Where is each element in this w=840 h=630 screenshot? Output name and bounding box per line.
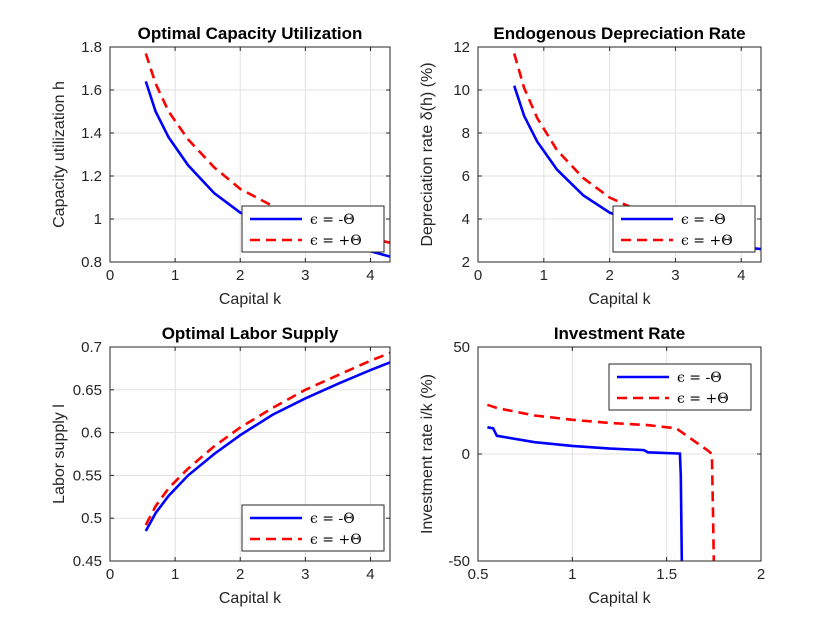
x-tick-label: 1.5 xyxy=(656,566,677,583)
x-axis-label: Capital k xyxy=(219,291,282,308)
y-tick-label: -50 xyxy=(448,553,470,570)
chart-title: Optimal Capacity Utilization xyxy=(138,24,363,43)
x-tick-label: 3 xyxy=(671,267,679,284)
axes-frame xyxy=(477,46,762,263)
legend-label: ϵ = +Θ xyxy=(310,233,362,249)
y-tick-label: 1.8 xyxy=(81,39,102,56)
legend-label: ϵ = +Θ xyxy=(310,532,362,548)
subplot-1: 0 1 2 3 4 0.8 1 1.2 1.4 1.6 1.8 Optimal Capacity Ut… xyxy=(51,24,391,308)
x-axis-label: Capital k xyxy=(219,590,282,607)
y-tick-label: 0.7 xyxy=(81,339,102,356)
y-tick-label: 2 xyxy=(462,254,470,271)
x-axis-label: Capital k xyxy=(588,590,651,607)
x-tick-label: 0 xyxy=(474,267,482,284)
subplot-4: 0.5 1 1.5 2 -50 0 50 Investment Rate Capital k In… xyxy=(419,324,765,607)
axes-frame xyxy=(109,346,391,562)
legend: ϵ = -Θ ϵ = +Θ xyxy=(241,504,385,552)
x-tick-label: 0 xyxy=(106,267,114,284)
x-tick-label: 3 xyxy=(301,267,309,284)
x-tick-label: 0.5 xyxy=(468,566,489,583)
y-axis-label: Depreciation rate δ(h) (%) xyxy=(419,62,436,246)
x-tick-label: 4 xyxy=(366,267,374,284)
series-line-2 xyxy=(144,351,390,526)
x-tick-label: 2 xyxy=(236,267,244,284)
y-tick-label: 0.55 xyxy=(73,467,102,484)
legend-label: ϵ = +Θ xyxy=(677,391,729,407)
x-axis-label: Capital k xyxy=(588,291,651,308)
legend-box xyxy=(241,504,385,552)
legend: ϵ = -Θ ϵ = +Θ xyxy=(608,363,752,411)
legend-label: ϵ = -Θ xyxy=(310,511,355,527)
series-line-1 xyxy=(144,361,390,532)
y-tick-label: 1 xyxy=(94,211,102,228)
y-tick-label: 50 xyxy=(453,339,470,356)
series-line-2 xyxy=(486,403,716,561)
x-tick-label: 2 xyxy=(757,566,765,583)
legend: ϵ = -Θ ϵ = +Θ xyxy=(241,205,385,253)
series-line-2 xyxy=(144,53,390,244)
y-tick-label: 0.8 xyxy=(81,254,102,271)
axes-frame xyxy=(109,46,391,263)
y-tick-label: 10 xyxy=(453,82,470,99)
legend: ϵ = -Θ ϵ = +Θ xyxy=(612,205,756,253)
x-tick-label: 2 xyxy=(236,566,244,583)
x-tick-label: 1 xyxy=(171,267,179,284)
x-tick-label: 1 xyxy=(540,267,548,284)
chart-title: Optimal Labor Supply xyxy=(162,324,339,343)
y-tick-label: 0.6 xyxy=(81,425,102,442)
y-tick-label: 4 xyxy=(462,211,470,228)
legend-box xyxy=(608,363,752,411)
x-tick-label: 2 xyxy=(605,267,613,284)
y-tick-label: 12 xyxy=(453,39,470,56)
legend-label: ϵ = -Θ xyxy=(677,370,722,386)
x-tick-label: 4 xyxy=(366,566,374,583)
chart-title: Endogenous Depreciation Rate xyxy=(493,24,745,43)
y-tick-label: 1.4 xyxy=(81,125,102,142)
legend-box xyxy=(612,205,756,253)
y-tick-label: 0 xyxy=(462,446,470,463)
legend-box xyxy=(241,205,385,253)
legend-label: ϵ = +Θ xyxy=(681,233,733,249)
y-axis-label: Investment rate i/k (%) xyxy=(419,374,436,534)
x-tick-label: 0 xyxy=(106,566,114,583)
y-tick-label: 8 xyxy=(462,125,470,142)
y-tick-label: 0.45 xyxy=(73,553,102,570)
chart-title: Investment Rate xyxy=(554,324,685,343)
y-tick-label: 6 xyxy=(462,168,470,185)
y-tick-label: 0.5 xyxy=(81,510,102,527)
x-tick-label: 3 xyxy=(301,566,309,583)
legend-label: ϵ = -Θ xyxy=(681,212,726,228)
series-line-1 xyxy=(487,426,684,561)
y-axis-label: Labor supply l xyxy=(51,404,68,504)
y-tick-label: 0.65 xyxy=(73,382,102,399)
y-tick-label: 1.2 xyxy=(81,168,102,185)
y-axis-label: Capacity utilization h xyxy=(51,81,68,228)
subplot-3: 0 1 2 3 4 0.45 0.5 0.55 0.6 0.65 0.7 Optimal Labor … xyxy=(51,324,391,607)
x-tick-label: 1 xyxy=(171,566,179,583)
legend-label: ϵ = -Θ xyxy=(310,212,355,228)
x-tick-label: 4 xyxy=(737,267,745,284)
y-tick-label: 1.6 xyxy=(81,82,102,99)
x-tick-label: 1 xyxy=(568,566,576,583)
